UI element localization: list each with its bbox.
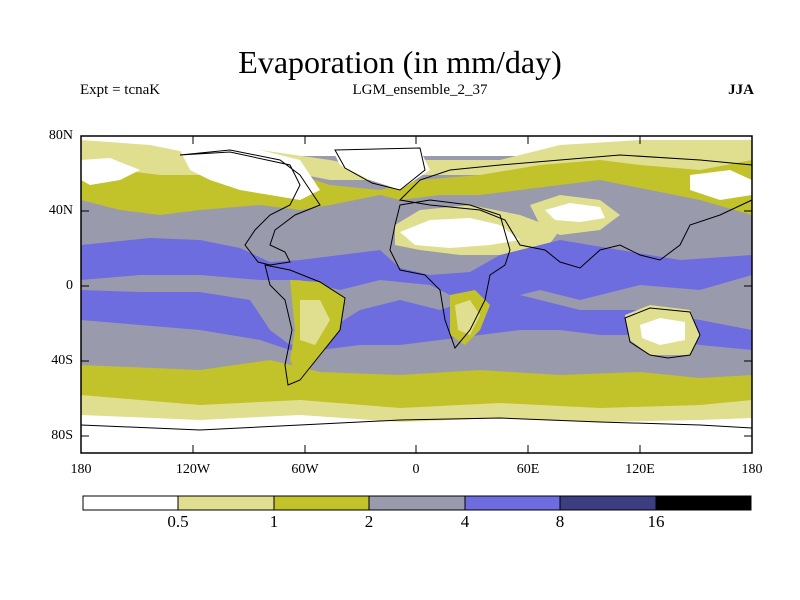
- lat-label-80n: 80N: [48, 128, 73, 143]
- field-amazon-dry: [300, 300, 330, 345]
- field-north-subtropics: [81, 238, 752, 300]
- colorbar-swatch-5: [464, 495, 561, 511]
- field-central-asia: [545, 203, 605, 222]
- colorbar-level-label: 4: [460, 512, 470, 531]
- field-kalahari: [455, 300, 480, 335]
- lat-label-40s: 40S: [51, 353, 73, 368]
- colorbar-swatch-3: [273, 495, 370, 511]
- colorbar-level-label: 2: [364, 512, 374, 531]
- field-antarctic: [81, 415, 752, 453]
- field-alaska: [81, 158, 140, 185]
- colorbar-level-label: 8: [555, 512, 565, 531]
- colorbar-swatch-2: [177, 495, 275, 511]
- field-greenland: [330, 145, 430, 190]
- season-label: JJA: [728, 82, 754, 98]
- chart-title: Evaporation (in mm/day): [238, 44, 562, 80]
- lon-label-120e: 120E: [625, 462, 655, 477]
- experiment-label: Expt = tcnaK: [80, 82, 161, 98]
- colorbar-swatch-1: [82, 495, 179, 511]
- field-australia-interior: [640, 318, 685, 345]
- map-field: [81, 136, 752, 453]
- lat-label-40n: 40N: [48, 203, 73, 218]
- lon-label-180e: 180: [741, 462, 763, 477]
- lat-label-0: 0: [66, 278, 73, 293]
- axis-ticks: [81, 135, 752, 453]
- lon-label-60w: 60W: [291, 462, 319, 477]
- coast-north-america: [179, 149, 321, 266]
- field-siberia: [690, 170, 752, 200]
- coast-antarctica: [80, 417, 753, 431]
- colorbar-level-label: 16: [647, 512, 665, 531]
- colorbar-swatch-7: [655, 495, 752, 511]
- lat-label-80s: 80S: [51, 428, 73, 443]
- field-canada: [180, 150, 320, 200]
- field-sahara: [400, 218, 520, 248]
- colorbar-swatch-6: [559, 495, 657, 511]
- coast-africa: [389, 199, 511, 349]
- coast-australia: [624, 307, 701, 359]
- lon-label-180w: 180: [70, 462, 92, 477]
- coast-greenland: [334, 147, 426, 191]
- lon-label-60e: 60E: [516, 462, 540, 477]
- colorbar-swatch-4: [368, 495, 466, 511]
- colorbar-level-label: 0.5: [167, 512, 189, 531]
- coastlines: [80, 147, 753, 431]
- colorbar-level-label: 1: [269, 512, 279, 531]
- colorbar: [82, 495, 752, 511]
- coast-eurasia: [398, 154, 753, 269]
- field-south-subtropics: [81, 290, 752, 350]
- lon-label-120w: 120W: [175, 462, 211, 477]
- lon-label-0: 0: [412, 462, 420, 477]
- coast-south-america: [264, 264, 346, 386]
- run-label: LGM_ensemble_2_37: [352, 82, 488, 98]
